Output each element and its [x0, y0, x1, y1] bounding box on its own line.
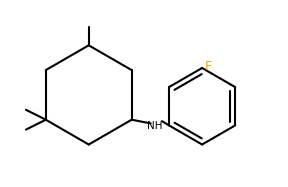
- Text: NH: NH: [147, 121, 162, 131]
- Text: F: F: [205, 60, 212, 73]
